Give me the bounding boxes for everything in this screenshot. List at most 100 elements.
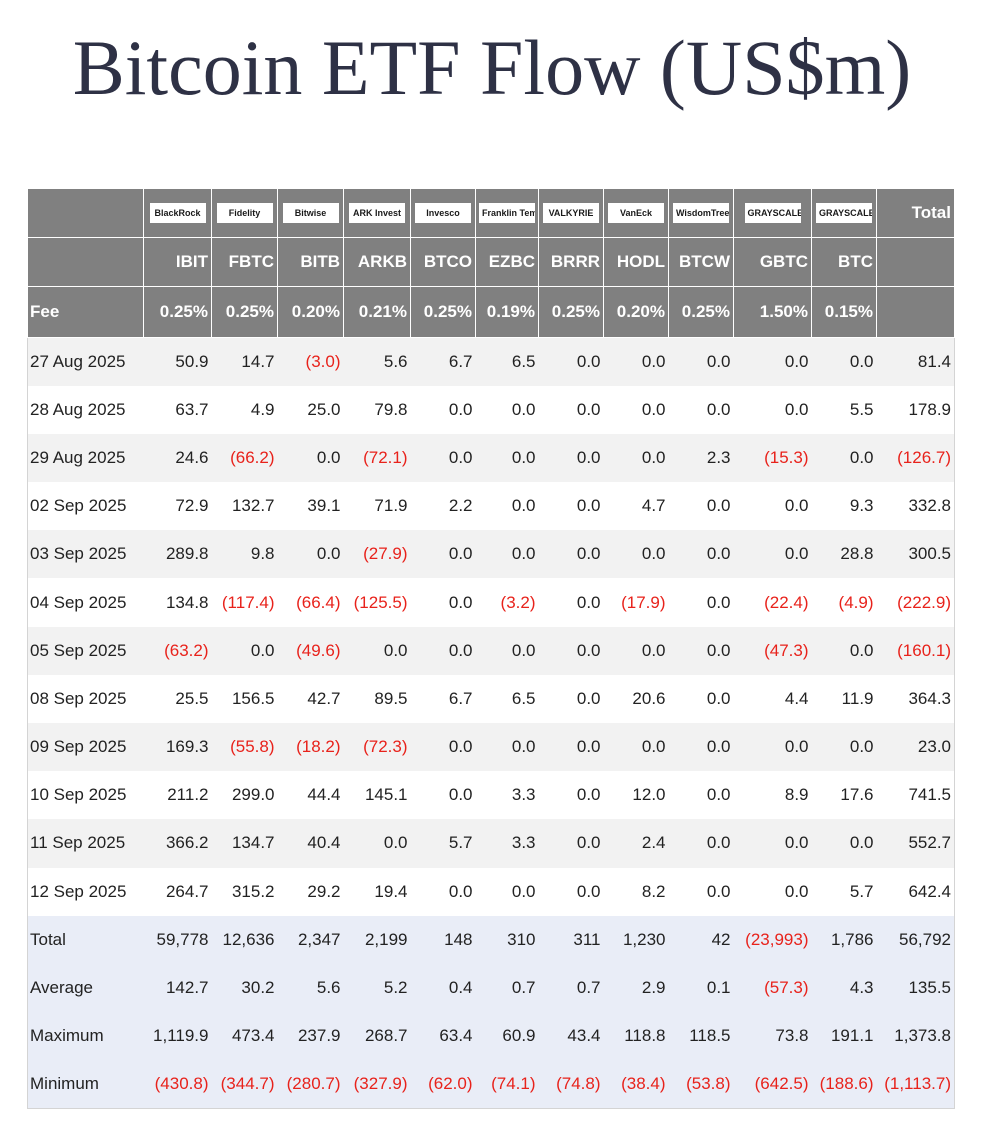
row-label: 04 Sep 2025 <box>30 592 127 612</box>
issuer-cell: Invesco <box>410 188 476 238</box>
row-label: 08 Sep 2025 <box>30 688 127 708</box>
cell: 142.7 <box>165 978 209 998</box>
cell: 134.8 <box>165 592 209 612</box>
cell: 0.0 <box>641 447 666 467</box>
ticker: IBIT <box>143 237 212 287</box>
cell: 0.0 <box>576 881 601 901</box>
issuer-cell: GRAYSCALE <box>733 188 812 238</box>
ticker: BITB <box>277 237 344 287</box>
cell: (280.7) <box>286 1074 341 1094</box>
cell: 0.0 <box>250 640 275 660</box>
issuer-logo: VALKYRIE <box>543 203 599 224</box>
cell: 332.8 <box>908 496 951 516</box>
summary-row: Minimum (430.8) (344.7) (280.7) (327.9) (62.0… <box>27 1060 955 1109</box>
cell: 11.9 <box>841 688 874 708</box>
cell: 59,778 <box>156 929 209 949</box>
cell: 264.7 <box>165 881 209 901</box>
cell: 4.7 <box>641 496 666 516</box>
ticker: HODL <box>603 237 669 287</box>
cell: 642.4 <box>908 881 951 901</box>
cell: (72.3) <box>363 737 408 757</box>
issuer-cell: WisdomTree <box>668 188 734 238</box>
issuer-logo: Bitwise <box>282 203 339 224</box>
corner-cell <box>27 188 144 238</box>
cell: (66.4) <box>296 592 341 612</box>
cell: (17.9) <box>621 592 666 612</box>
cell: 0.0 <box>383 640 408 660</box>
cell: 73.8 <box>775 1026 809 1046</box>
cell: 0.7 <box>511 978 536 998</box>
cell: 63.7 <box>175 399 209 419</box>
summary-row: Maximum 1,119.9 473.4 237.9 268.7 63.4 60.9 43.… <box>27 1012 955 1061</box>
cell: 2.3 <box>706 447 731 467</box>
issuer-cell: BlackRock <box>143 188 212 238</box>
cell: 0.0 <box>316 447 341 467</box>
cell: 0.0 <box>511 640 536 660</box>
cell: (222.9) <box>897 592 951 612</box>
cell: 0.0 <box>784 399 809 419</box>
fee: 0.25% <box>143 286 212 338</box>
cell: 40.4 <box>307 833 341 853</box>
cell: 0.0 <box>706 544 731 564</box>
cell: (66.2) <box>230 447 275 467</box>
cell: 0.0 <box>706 688 731 708</box>
cell: 0.0 <box>784 833 809 853</box>
cell: 0.0 <box>448 785 473 805</box>
cell: 0.0 <box>849 351 874 371</box>
cell: (22.4) <box>764 592 809 612</box>
cell: (38.4) <box>621 1074 666 1094</box>
cell: 135.5 <box>908 978 951 998</box>
issuer-logo: Invesco <box>415 203 471 224</box>
cell: 0.4 <box>448 978 473 998</box>
cell: 72.9 <box>175 496 209 516</box>
cell: 268.7 <box>364 1026 408 1046</box>
cell: 1,119.9 <box>153 1026 209 1046</box>
cell: 6.7 <box>448 351 473 371</box>
cell: 9.8 <box>250 544 275 564</box>
cell: 0.0 <box>784 496 809 516</box>
cell: 5.6 <box>383 351 408 371</box>
cell: 0.0 <box>576 737 601 757</box>
data-row: 08 Sep 2025 25.5 156.5 42.7 89.5 6.7 6.5 0.0 20.… <box>28 675 955 723</box>
issuer-logo: WisdomTree <box>673 203 729 224</box>
cell: 39.1 <box>307 496 341 516</box>
cell: 0.0 <box>448 399 473 419</box>
corner-cell <box>27 237 144 287</box>
cell: 0.0 <box>706 737 731 757</box>
cell: 79.8 <box>374 399 408 419</box>
cell: 118.8 <box>624 1026 666 1046</box>
cell: 211.2 <box>167 785 209 805</box>
cell: 0.0 <box>706 351 731 371</box>
cell: 19.4 <box>374 881 408 901</box>
cell: 24.6 <box>175 447 209 467</box>
issuer-cell: Bitwise <box>277 188 344 238</box>
empty-cell <box>876 286 955 338</box>
cell: 0.0 <box>641 737 666 757</box>
fee: 0.25% <box>211 286 278 338</box>
cell: (344.7) <box>220 1074 275 1094</box>
cell: 2.9 <box>641 978 666 998</box>
data-row: 11 Sep 2025 366.2 134.7 40.4 0.0 5.7 3.3 0.0 2.4… <box>27 819 955 868</box>
ticker: BTCW <box>668 237 734 287</box>
cell: 191.1 <box>830 1026 874 1046</box>
cell: 0.0 <box>706 785 731 805</box>
fee: 0.20% <box>603 286 669 338</box>
cell: 1,373.8 <box>894 1026 951 1046</box>
cell: 310 <box>507 929 536 949</box>
issuer-logo: Fidelity <box>216 203 273 224</box>
ticker: BTC <box>811 237 877 287</box>
cell: 0.0 <box>849 447 874 467</box>
page-title: Bitcoin ETF Flow (US$m) <box>72 24 912 111</box>
cell: 71.9 <box>374 496 408 516</box>
fee: 0.20% <box>277 286 344 338</box>
row-label: Total <box>30 929 66 949</box>
cell: 148 <box>444 929 473 949</box>
table-header: BlackRock Fidelity Bitwise ARK Invest Invesc… <box>27 188 955 338</box>
cell: 0.0 <box>706 592 731 612</box>
cell: 44.4 <box>307 785 341 805</box>
data-row: 12 Sep 2025 264.7 315.2 29.2 19.4 0.0 0.0 0.0 8.… <box>28 868 955 916</box>
row-label: 11 Sep 2025 <box>30 833 126 853</box>
cell: 0.0 <box>576 640 601 660</box>
cell: 81.4 <box>917 351 951 371</box>
cell: 25.5 <box>175 688 209 708</box>
